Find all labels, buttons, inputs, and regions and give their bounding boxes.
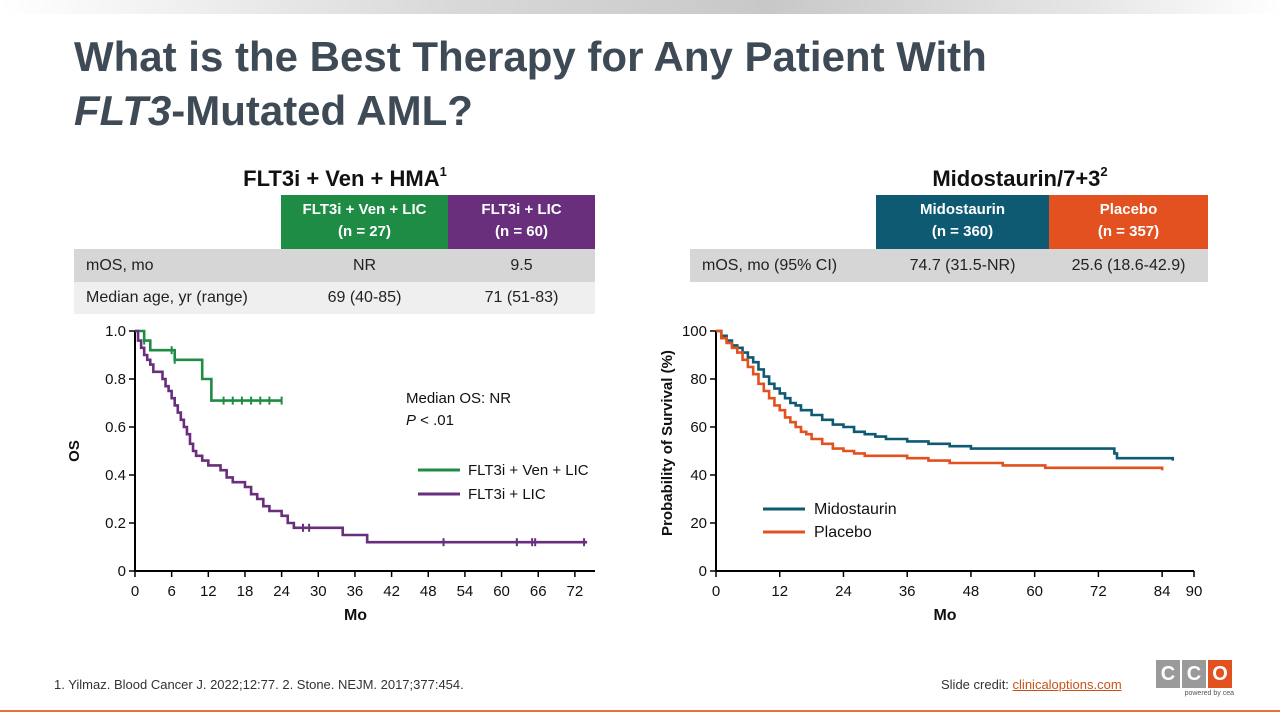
right-series-line-a	[716, 329, 1175, 461]
left-header-ven-lic: FLT3i + Ven + LIC (n = 27)	[281, 195, 448, 249]
right-x-tick-label: 36	[899, 583, 916, 600]
left-x-axis-label: Mo	[344, 607, 367, 624]
logo-letter: C	[1182, 660, 1206, 688]
left-panel-title: FLT3i + Ven + HMA1	[220, 164, 470, 192]
header-n: (n = 360)	[931, 223, 994, 240]
row-label: Median age, yr (range)	[86, 289, 248, 306]
right-y-tick-label: 60	[690, 419, 707, 436]
left-x-tick-label: 18	[237, 583, 254, 600]
left-row-mos: mOS, mo NR 9.5	[74, 249, 595, 282]
left-legend-label: FLT3i + LIC	[468, 486, 546, 503]
right-header-midostaurin: Midostaurin (n = 360)	[876, 195, 1049, 249]
right-legend-label: Midostaurin	[814, 501, 897, 518]
right-x-tick-label: 72	[1090, 583, 1107, 600]
left-series-line-b	[135, 329, 588, 544]
logo-letter: O	[1208, 660, 1232, 688]
left-x-tick-label: 66	[530, 583, 547, 600]
right-y-tick-label: 20	[690, 515, 707, 532]
slide-title: What is the Best Therapy for Any Patient…	[74, 30, 1174, 138]
right-y-tick-label: 0	[699, 563, 707, 580]
row-value: 71 (51-83)	[484, 289, 559, 306]
credit-prefix: Slide credit:	[941, 677, 1013, 692]
left-x-tick-label: 36	[347, 583, 364, 600]
references: 1. Yilmaz. Blood Cancer J. 2022;12:77. 2…	[54, 677, 464, 692]
row-label: mOS, mo (95% CI)	[702, 256, 838, 274]
right-series-line-b	[716, 329, 1164, 471]
left-x-tick-label: 54	[457, 583, 474, 600]
right-header-placebo: Placebo (n = 357)	[1049, 195, 1208, 249]
left-panel-title-text: FLT3i + Ven + HMA	[243, 166, 440, 191]
left-row-age: Median age, yr (range) 69 (40-85) 71 (51…	[74, 282, 595, 314]
left-y-tick-label: 0.4	[105, 467, 126, 484]
left-x-tick-label: 12	[200, 583, 217, 600]
left-y-tick-label: 0.6	[105, 419, 126, 436]
left-x-tick-label: 42	[383, 583, 400, 600]
title-line-1: What is the Best Therapy for Any Patient…	[74, 33, 987, 80]
left-x-tick-label: 30	[310, 583, 327, 600]
left-panel-ref-sup: 1	[439, 164, 447, 179]
title-gene: FLT3	[74, 87, 172, 134]
header-label: FLT3i + LIC	[481, 201, 562, 218]
right-x-tick-label: 24	[835, 583, 852, 600]
left-x-tick-label: 6	[167, 583, 175, 600]
left-series-line-a	[135, 329, 282, 402]
right-legend-label: Placebo	[814, 524, 872, 541]
title-line-2: FLT3-Mutated AML?	[74, 84, 1174, 138]
right-panel-title: Midostaurin/7+32	[880, 164, 1160, 192]
top-gradient-bar	[0, 0, 1280, 14]
right-y-tick-label: 100	[682, 323, 707, 340]
left-x-tick-label: 24	[273, 583, 290, 600]
p-rest: < .01	[416, 412, 454, 429]
left-annotation-p: P < .01	[406, 412, 454, 429]
left-y-tick-label: 0.8	[105, 371, 126, 388]
left-y-axis-label: OS	[66, 440, 83, 462]
right-panel-ref-sup: 2	[1100, 164, 1108, 179]
left-x-tick-label: 48	[420, 583, 437, 600]
right-y-tick-label: 40	[690, 467, 707, 484]
right-x-axis-label: Mo	[933, 607, 956, 624]
header-n: (n = 60)	[495, 223, 548, 240]
left-x-tick-label: 60	[493, 583, 510, 600]
row-value: 25.6 (18.6-42.9)	[1071, 256, 1186, 274]
cco-logo: C C O powered by cea	[1156, 660, 1234, 706]
slide-credit: Slide credit: clinicaloptions.com	[941, 677, 1122, 692]
right-x-tick-label: 12	[771, 583, 788, 600]
row-value: 9.5	[510, 256, 533, 274]
row-value: 74.7 (31.5-NR)	[909, 256, 1016, 274]
left-x-tick-label: 72	[567, 583, 584, 600]
right-row-mos: mOS, mo (95% CI) 74.7 (31.5-NR) 25.6 (18…	[690, 249, 1208, 282]
right-x-tick-label: 0	[712, 583, 720, 600]
logo-subtitle: powered by cea	[1184, 690, 1234, 697]
right-x-tick-label: 84	[1154, 583, 1171, 600]
credit-link[interactable]: clinicaloptions.com	[1012, 677, 1122, 692]
title-line-2-rest: -Mutated AML?	[171, 87, 473, 134]
right-x-tick-label: 90	[1186, 583, 1203, 600]
right-x-tick-label: 48	[963, 583, 980, 600]
row-value: 69 (40-85)	[327, 289, 402, 306]
left-y-tick-label: 0.2	[105, 515, 126, 532]
row-label: mOS, mo	[86, 256, 154, 274]
header-label: Placebo	[1099, 201, 1158, 218]
left-legend-label: FLT3i + Ven + LIC	[468, 462, 589, 479]
left-x-tick-label: 0	[131, 583, 139, 600]
right-panel-title-text: Midostaurin/7+3	[932, 166, 1101, 191]
header-label: FLT3i + Ven + LIC	[302, 201, 427, 218]
row-value: NR	[352, 256, 377, 274]
logo-letter: C	[1156, 660, 1180, 688]
p-italic: P	[406, 412, 416, 429]
left-annotation-median: Median OS: NR	[406, 390, 511, 407]
right-y-axis-label: Probability of Survival (%)	[659, 350, 676, 536]
header-n: (n = 27)	[338, 223, 391, 240]
right-x-tick-label: 60	[1026, 583, 1043, 600]
left-y-tick-label: 1.0	[105, 323, 126, 340]
bottom-accent-line	[0, 710, 1280, 712]
header-n: (n = 357)	[1097, 223, 1160, 240]
left-y-tick-label: 0	[118, 563, 126, 580]
header-label: Midostaurin	[920, 201, 1005, 218]
right-y-tick-label: 80	[690, 371, 707, 388]
left-header-lic: FLT3i + LIC (n = 60)	[448, 195, 595, 249]
